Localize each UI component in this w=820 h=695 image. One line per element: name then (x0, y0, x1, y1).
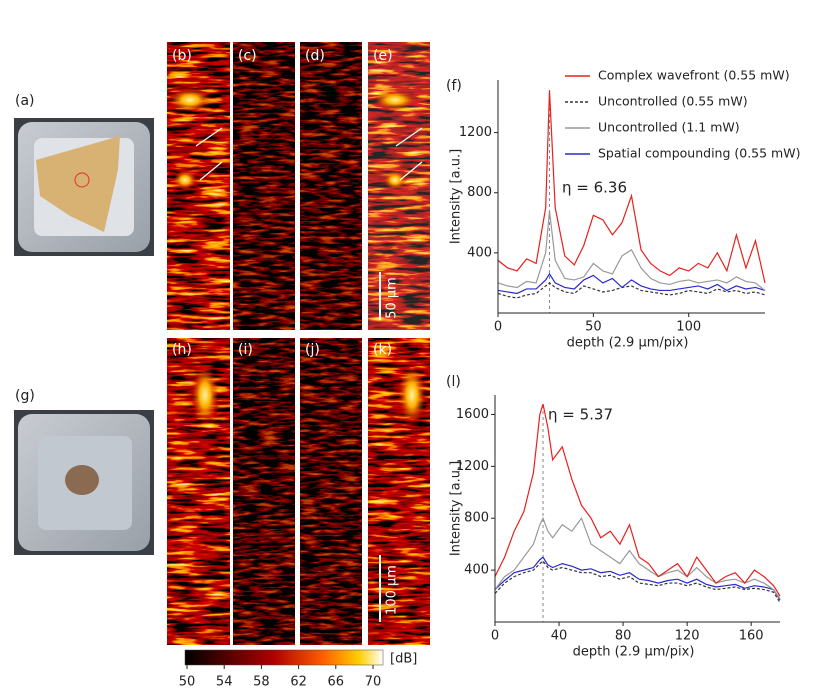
panel-label: (i) (238, 342, 253, 358)
colorbar-tick-label: 54 (216, 675, 233, 690)
colorbar-tick-label: 66 (328, 675, 345, 690)
y-tick-label: 1200 (456, 459, 489, 474)
y-tick-label: 800 (464, 511, 489, 526)
y-tick-label: 400 (467, 245, 492, 260)
colorbar (184, 649, 384, 666)
series-line (497, 272, 766, 295)
photo-g (14, 410, 154, 555)
x-axis-label: depth (2.9 μm/pix) (573, 645, 695, 660)
scale-bar-label: 50 μm (385, 277, 400, 319)
colorbar-unit: [dB] (390, 652, 417, 667)
series-line (497, 282, 766, 299)
legend-label: Uncontrolled (0.55 mW) (598, 94, 748, 109)
panel-label: (f) (446, 78, 462, 94)
annotation: η = 5.37 (548, 406, 613, 424)
x-tick-label: 100 (676, 320, 701, 335)
heatmaps (167, 42, 430, 645)
panel-label: (a) (15, 93, 35, 109)
panel-label: (l) (446, 374, 461, 390)
x-tick-label: 40 (551, 629, 568, 644)
y-tick-label: 1600 (456, 407, 489, 422)
x-tick-label: 160 (739, 629, 764, 644)
y-axis-label: Intensity [a.u.] (449, 461, 464, 556)
annotation: η = 6.36 (562, 179, 627, 197)
series-line (494, 516, 781, 599)
series-line (497, 90, 766, 284)
x-tick-label: 0 (491, 629, 499, 644)
series-line (497, 210, 766, 291)
photo-a (14, 118, 154, 256)
series-line (494, 403, 781, 597)
panel-label: (g) (15, 388, 35, 404)
panel-label: (j) (305, 342, 320, 358)
panel-label: (k) (373, 342, 392, 358)
x-tick-label: 120 (675, 629, 700, 644)
x-tick-label: 50 (585, 320, 602, 335)
legend-label: Complex wavefront (0.55 mW) (598, 68, 790, 83)
legend-label: Spatial compounding (0.55 mW) (598, 146, 800, 161)
y-axis-label: Intensity [a.u.] (449, 149, 464, 244)
colorbar-tick-label: 50 (179, 675, 196, 690)
colorbar-tick-label: 70 (365, 675, 382, 690)
x-tick-label: 80 (615, 629, 632, 644)
x-tick-label: 0 (494, 320, 502, 335)
panel-label: (b) (172, 48, 192, 64)
panel-label: (h) (172, 342, 192, 358)
colorbar-tick-label: 62 (290, 675, 307, 690)
y-tick-label: 800 (467, 185, 492, 200)
y-tick-label: 400 (464, 563, 489, 578)
panel-label: (e) (373, 48, 393, 64)
scale-bar-label: 100 μm (385, 565, 400, 615)
panel-label: (d) (305, 48, 325, 64)
y-tick-label: 1200 (459, 125, 492, 140)
x-axis-label: depth (2.9 μm/pix) (567, 336, 689, 351)
legend-label: Uncontrolled (1.1 mW) (598, 120, 740, 135)
panel-label: (c) (238, 48, 257, 64)
series-line (494, 560, 781, 603)
colorbar-tick-label: 58 (253, 675, 270, 690)
series-line (494, 556, 781, 601)
